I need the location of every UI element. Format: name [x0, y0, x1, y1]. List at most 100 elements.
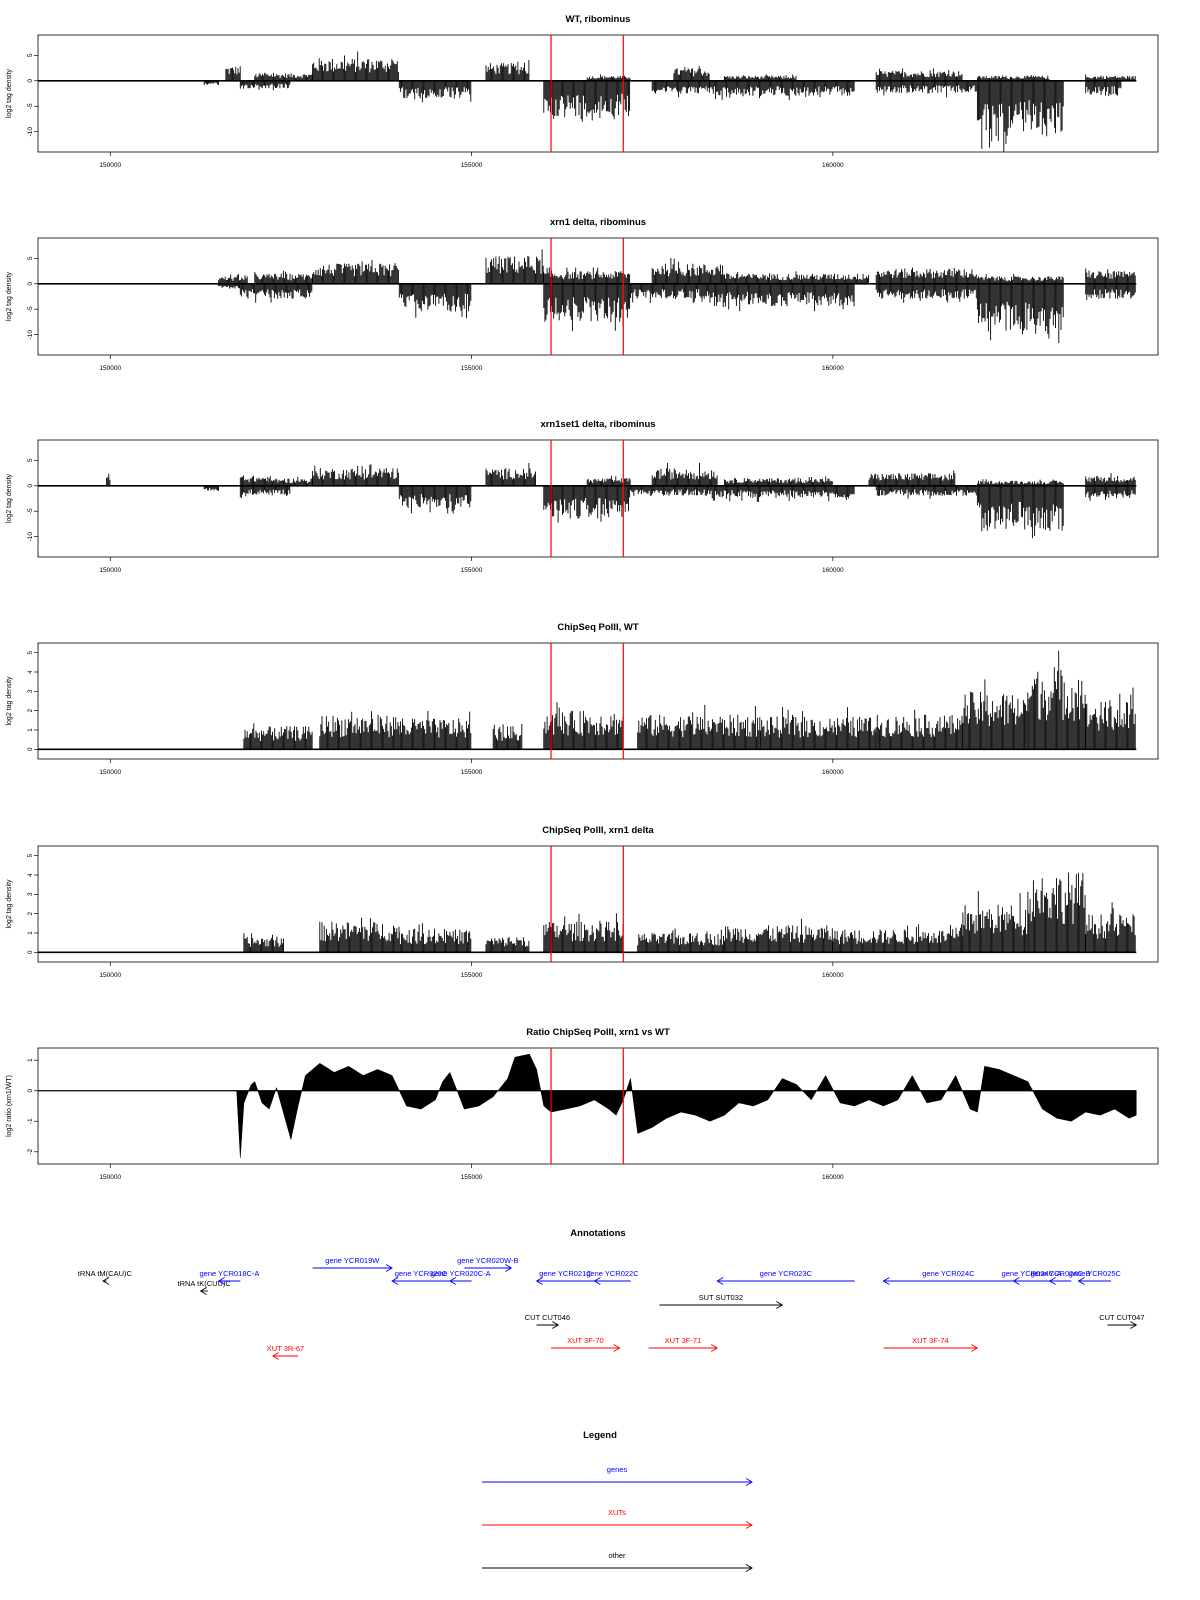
feature-label: tRNA tM(CAU)C	[78, 1269, 133, 1278]
negative-signal-bars-16	[875, 283, 977, 303]
y-tick-label: 3	[27, 892, 34, 896]
y-tick-label: 5	[27, 458, 34, 462]
positive-signal-bars-5	[637, 928, 724, 953]
x-tick-label: 155000	[461, 769, 483, 776]
feature-label: gene YCR024C	[922, 1269, 975, 1278]
y-tick-label: 0	[27, 282, 34, 286]
positive-signal-bars-0	[243, 723, 313, 750]
feature-arrow-8	[535, 1277, 595, 1285]
feature-label: gene YCR025C	[1069, 1269, 1122, 1278]
x-tick-label: 155000	[461, 1174, 483, 1181]
feature-label: SUT SUT032	[699, 1293, 743, 1302]
panel-title: WT, ribominus	[566, 14, 631, 25]
positive-signal-bars-4	[543, 702, 624, 750]
positive-signal-bars-1	[319, 917, 400, 953]
negative-signal-bars-18	[1085, 80, 1122, 97]
negative-signal-bars-16	[709, 485, 855, 502]
negative-signal-bars-16	[875, 80, 977, 98]
feature-label: gene YCR018C-A	[200, 1269, 260, 1278]
positive-signal-bars-8	[868, 470, 956, 486]
positive-signal-bars-10	[1085, 473, 1136, 486]
positive-signal-bars-0	[106, 473, 111, 486]
ratio-area-series	[37, 1053, 1137, 1158]
chart-panel-2: xrn1 delta, ribominus log2 tag density -10…	[6, 217, 1159, 372]
y-tick-label: 0	[27, 950, 34, 954]
negative-signal-bars-19	[1085, 485, 1136, 501]
positive-signal-bars-1	[239, 475, 270, 486]
feature-label: XUT 3F-74	[912, 1336, 949, 1345]
positive-signal-bars-5	[673, 66, 710, 81]
feature-label: gene YCR022C	[586, 1269, 639, 1278]
feature-arrow-17	[1107, 1321, 1138, 1329]
y-tick-label: 4	[27, 873, 34, 877]
feature-arrow-10	[716, 1277, 855, 1285]
feature-label: XUT 3F-71	[665, 1336, 702, 1345]
panel-title: xrn1 delta, ribominus	[550, 217, 646, 228]
positive-signal-bars-8	[976, 273, 1064, 284]
feature-label: gene YCR021C	[539, 1269, 592, 1278]
plot-frame	[37, 642, 1159, 760]
positive-signal-bars-9	[1085, 74, 1136, 81]
positive-signal-bars-6	[760, 707, 877, 750]
positive-signal-bars-3	[312, 464, 399, 486]
x-tick-label: 160000	[822, 1174, 844, 1181]
negative-signal-bars-13	[543, 80, 631, 122]
x-tick-label: 150000	[99, 162, 121, 169]
feature-arrow-18	[551, 1344, 621, 1352]
positive-signal-bars-4	[543, 267, 631, 284]
positive-signal-bars-8	[962, 891, 1029, 953]
annotations-title: Annotations	[570, 1228, 625, 1239]
positive-signal-bars-0	[218, 273, 248, 284]
x-tick-label: 160000	[822, 972, 844, 979]
feature-label: CUT CUT047	[1099, 1313, 1144, 1322]
positive-signal-bars-0	[225, 66, 241, 81]
x-tick-label: 155000	[461, 567, 483, 574]
positive-signal-bars-7	[875, 68, 963, 81]
x-tick-label: 155000	[461, 972, 483, 979]
negative-signal-bars-11	[203, 485, 219, 491]
x-tick-label: 155000	[461, 162, 483, 169]
feature-arrow-6	[448, 1277, 472, 1285]
feature-label: gene YCR020W-B	[457, 1256, 518, 1265]
feature-arrow-12	[1012, 1277, 1050, 1285]
positive-signal-bars-1	[319, 711, 400, 750]
y-axis-label: log2 tag density	[6, 68, 13, 118]
feature-arrow-2	[199, 1287, 208, 1295]
positive-signal-bars-0	[243, 933, 284, 953]
positive-signal-bars-8	[976, 75, 1050, 81]
negative-signal-bars-12	[398, 283, 472, 319]
negative-signal-bars-15	[709, 80, 855, 101]
y-axis-label: log2 tag density	[6, 676, 13, 726]
feature-arrow-14	[1077, 1277, 1112, 1285]
feature-arrow-3	[217, 1277, 241, 1285]
positive-signal-bars-8	[962, 679, 1029, 750]
y-tick-label: 5	[27, 853, 34, 857]
y-tick-label: 5	[27, 53, 34, 57]
negative-signal-bars-11	[239, 80, 291, 91]
chart-panel-6: Ratio ChipSeq PolII, xrn1 vs WT log2 rati…	[6, 1027, 1159, 1181]
y-tick-label: -2	[27, 1149, 34, 1155]
y-tick-label: -10	[27, 127, 34, 137]
panel-title: Ratio ChipSeq PolII, xrn1 vs WT	[526, 1027, 670, 1038]
panel-title: xrn1set1 delta, ribominus	[540, 419, 655, 430]
feature-label: XUT 3F-70	[567, 1336, 604, 1345]
y-tick-label: 5	[27, 650, 34, 654]
negative-signal-bars-15	[709, 283, 855, 312]
negative-signal-bars-17	[875, 485, 977, 499]
positive-signal-bars-9	[1027, 872, 1086, 953]
panel-title: ChipSeq PolII, xrn1 delta	[542, 825, 654, 836]
positive-signal-bars-3	[492, 723, 523, 750]
feature-label: gene YCR019W	[325, 1256, 380, 1265]
feature-label: gene YCR020C-A	[431, 1269, 491, 1278]
feature-label: CUT CUT046	[525, 1313, 570, 1322]
y-axis-label: log2 ratio (xrn1/WT)	[6, 1075, 13, 1137]
x-tick-label: 160000	[822, 567, 844, 574]
plot-frame	[37, 237, 1159, 356]
negative-signal-bars-15	[630, 485, 711, 496]
positive-signal-bars-5	[586, 475, 631, 486]
y-tick-label: 3	[27, 689, 34, 693]
feature-arrow-5	[391, 1277, 450, 1285]
feature-label: gene YCR024C-B	[1030, 1269, 1090, 1278]
feature-arrow-4	[312, 1264, 393, 1272]
